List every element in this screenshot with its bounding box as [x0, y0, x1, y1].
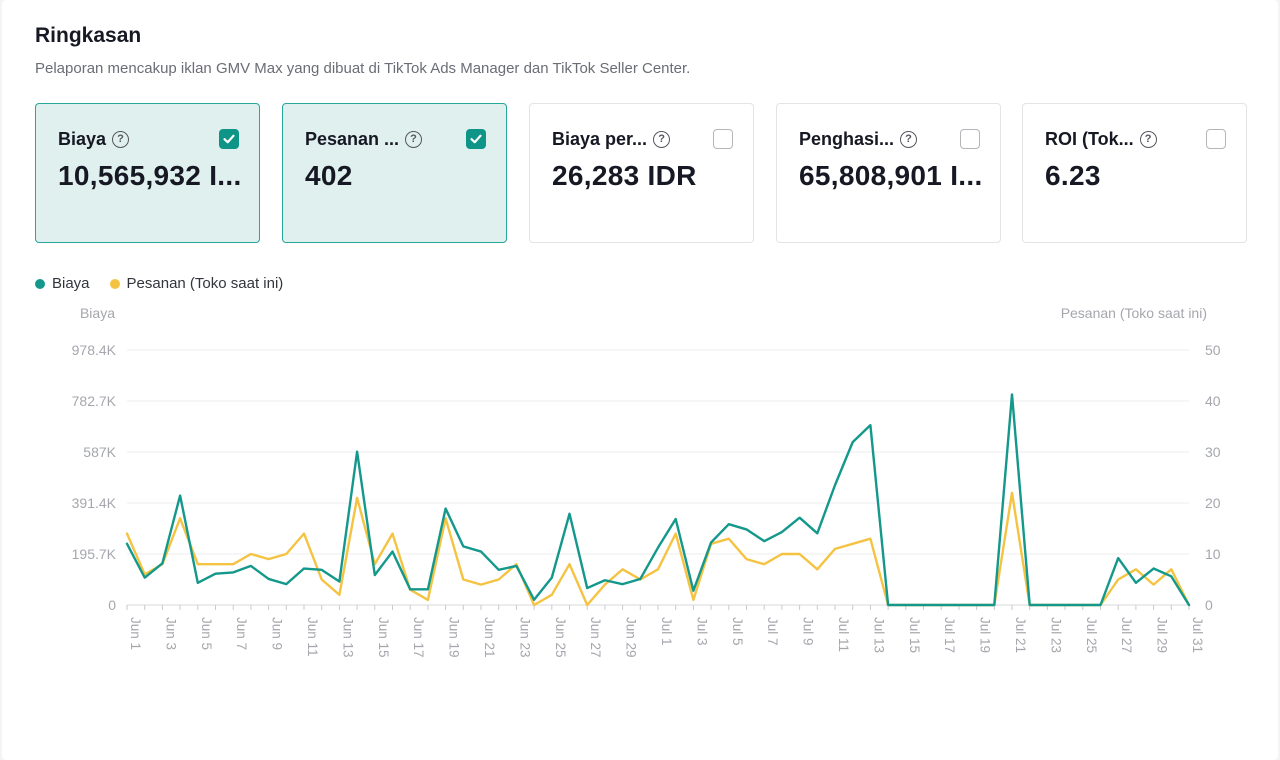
question-circle-icon[interactable]: ?: [653, 131, 671, 148]
metric-card-label: Penghasi... ?: [799, 129, 918, 150]
y-left-tick-label: 0: [108, 597, 116, 613]
x-tick-label: Jun 21: [482, 617, 497, 658]
metric-card-title: Biaya: [58, 129, 107, 149]
y-left-tick-label: 587K: [83, 444, 116, 460]
metric-checkbox[interactable]: [713, 129, 733, 149]
x-tick-label: Jun 27: [588, 617, 603, 658]
x-tick-label: Jul 31: [1190, 617, 1205, 653]
x-tick-label: Jul 1: [659, 617, 674, 646]
metric-card-penghasilan[interactable]: Penghasi... ? 65,808,901 I...: [776, 103, 1001, 243]
metric-checkbox[interactable]: [960, 129, 980, 149]
metric-card-label: Biaya ?: [58, 129, 130, 150]
x-tick-label: Jun 1: [128, 617, 143, 650]
x-tick-label: Jun 15: [376, 617, 391, 658]
y-right-tick-label: 30: [1205, 444, 1221, 460]
x-tick-label: Jun 29: [624, 617, 639, 658]
legend-item-biaya[interactable]: Biaya: [35, 275, 90, 292]
y-right-tick-label: 0: [1205, 597, 1213, 613]
metric-card-title: Pesanan ...: [305, 129, 400, 149]
x-tick-label: Jun 17: [411, 617, 426, 658]
series-line-pesanan: [125, 491, 1191, 607]
x-tick-label: Jul 21: [1013, 617, 1028, 653]
metric-card-pesanan[interactable]: Pesanan ... ? 402: [282, 103, 507, 243]
x-tick-label: Jul 13: [871, 617, 886, 653]
legend-label: Biaya: [52, 275, 90, 292]
metric-card-value: 10,565,932 I...: [58, 160, 242, 191]
x-tick-label: Jun 9: [270, 617, 285, 650]
page-subtitle: Pelaporan mencakup iklan GMV Max yang di…: [35, 60, 691, 77]
y-right-tick-label: 10: [1205, 546, 1221, 562]
x-tick-label: Jun 19: [447, 617, 462, 658]
metric-checkbox[interactable]: [466, 129, 486, 149]
legend-label: Pesanan (Toko saat ini): [126, 275, 284, 292]
x-tick-label: Jul 17: [942, 617, 957, 653]
metric-card-value: 26,283 IDR: [552, 160, 697, 191]
x-tick-label: Jul 3: [694, 617, 709, 646]
y-left-tick-label: 978.4K: [72, 342, 117, 358]
metric-card-value: 402: [305, 160, 353, 191]
metric-card-value: 65,808,901 I...: [799, 160, 983, 191]
x-tick-label: Jun 13: [340, 617, 355, 658]
y-right-tick-label: 20: [1205, 495, 1221, 511]
x-tick-label: Jul 19: [978, 617, 993, 653]
x-tick-label: Jun 3: [163, 617, 178, 650]
metric-card-biaya-per[interactable]: Biaya per... ? 26,283 IDR: [529, 103, 754, 243]
x-tick-label: Jul 11: [836, 617, 851, 652]
y-left-tick-label: 782.7K: [72, 393, 117, 409]
y-left-tick-label: 195.7K: [72, 546, 117, 562]
x-tick-label: Jul 15: [907, 617, 922, 653]
x-tick-label: Jun 5: [199, 617, 214, 650]
x-tick-label: Jun 7: [234, 617, 249, 650]
question-circle-icon[interactable]: ?: [112, 131, 130, 148]
question-circle-icon[interactable]: ?: [1139, 131, 1157, 148]
y-right-tick-label: 40: [1205, 393, 1221, 409]
y-right-tick-label: 50: [1205, 342, 1221, 358]
x-tick-label: Jul 29: [1155, 617, 1170, 653]
x-tick-label: Jul 25: [1084, 617, 1099, 653]
question-circle-icon[interactable]: ?: [900, 131, 918, 148]
metric-card-title: ROI (Tok...: [1045, 129, 1134, 149]
legend-dot-pesanan: [109, 278, 120, 289]
line-chart: Biaya Pesanan (Toko saat ini) 0 0 195.7K 10 39…: [72, 305, 1221, 658]
metric-card-biaya[interactable]: Biaya ? 10,565,932 I...: [35, 103, 260, 243]
x-tick-label: Jul 5: [730, 617, 745, 646]
x-tick-label: Jun 11: [305, 617, 320, 657]
y-left-tick-label: 391.4K: [72, 495, 117, 511]
x-tick-label: Jul 27: [1119, 617, 1134, 653]
metric-card-value: 6.23: [1045, 160, 1101, 191]
series-line-biaya: [125, 393, 1191, 607]
page-title: Ringkasan: [35, 24, 142, 47]
metric-checkbox[interactable]: [1206, 129, 1226, 149]
metric-card-title: Biaya per...: [552, 129, 648, 149]
x-tick-label: Jun 25: [553, 617, 568, 658]
x-tick-label: Jul 9: [801, 617, 816, 646]
legend-item-pesanan[interactable]: Pesanan (Toko saat ini): [109, 275, 284, 292]
metric-card-label: ROI (Tok... ?: [1045, 129, 1157, 150]
legend-dot-biaya: [35, 278, 45, 289]
chart-legend: Biaya Pesanan (Toko saat ini): [35, 275, 283, 292]
metric-card-label: Biaya per... ?: [552, 129, 671, 150]
metric-card-roi[interactable]: ROI (Tok... ? 6.23: [1022, 103, 1247, 243]
x-tick-label: Jun 23: [517, 617, 532, 658]
y-left-axis-title: Biaya: [80, 305, 115, 321]
y-right-axis-title: Pesanan (Toko saat ini): [1061, 305, 1207, 321]
check-icon: [470, 134, 482, 144]
question-circle-icon[interactable]: ?: [405, 131, 423, 148]
check-icon: [223, 134, 235, 144]
metric-checkbox[interactable]: [219, 129, 239, 149]
x-tick-label: Jul 23: [1048, 617, 1063, 653]
metric-card-title: Penghasi...: [799, 129, 895, 149]
x-tick-label: Jul 7: [765, 617, 780, 646]
metric-card-label: Pesanan ... ?: [305, 129, 423, 150]
